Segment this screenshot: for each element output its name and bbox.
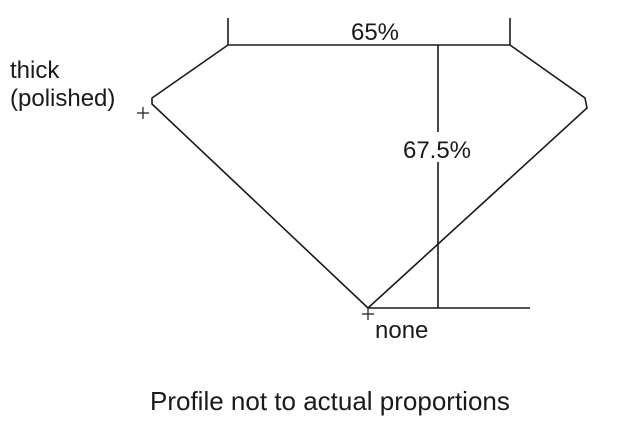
- girdle-label-line1: thick: [10, 57, 60, 84]
- gem-outline: [151, 44, 588, 310]
- table-width-label: 65%: [351, 19, 399, 46]
- depth-label: 67.5%: [403, 137, 471, 164]
- culet-marker-plus: [362, 308, 374, 320]
- culet-label: none: [375, 317, 428, 344]
- girdle-label-line2: (polished): [10, 85, 115, 112]
- girdle-marker-plus: [137, 107, 149, 119]
- caption: Profile not to actual proportions: [150, 386, 510, 416]
